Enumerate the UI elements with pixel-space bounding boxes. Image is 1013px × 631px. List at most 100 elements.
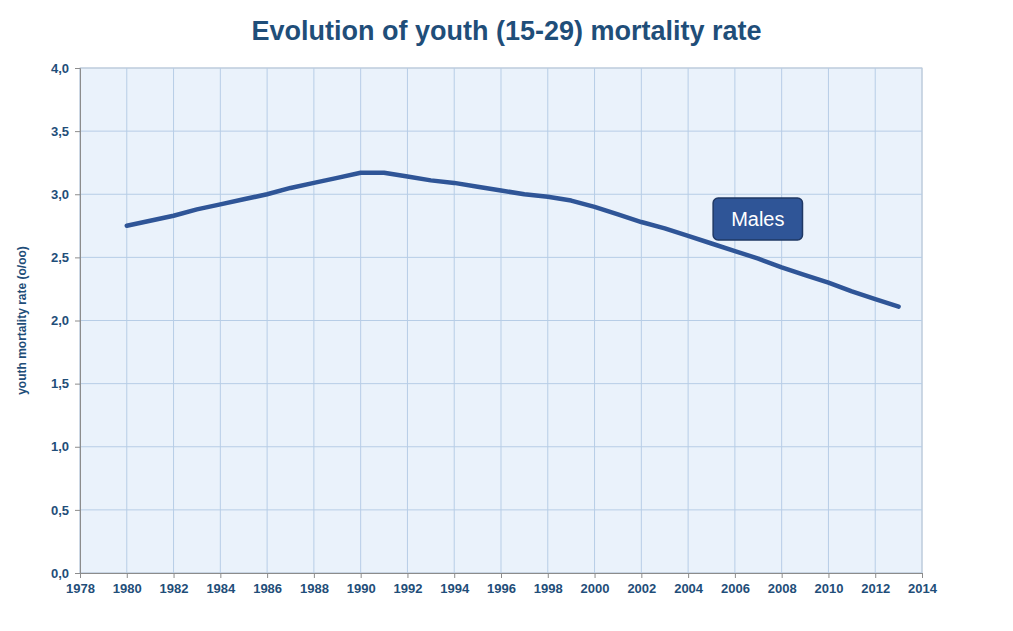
tick: 1,0 xyxy=(51,439,80,454)
tick-mark xyxy=(922,573,923,578)
grid-line xyxy=(781,68,782,573)
grid-line xyxy=(875,68,876,573)
tick-mark xyxy=(314,573,315,578)
grid-line xyxy=(454,68,455,573)
grid-line xyxy=(220,68,221,573)
tick-label: 1978 xyxy=(66,581,95,596)
grid-line xyxy=(407,68,408,573)
tick-label: 2010 xyxy=(814,581,843,596)
tick: 3,0 xyxy=(51,187,80,202)
tick-mark xyxy=(454,573,455,578)
tick-mark xyxy=(875,573,876,578)
tick: 1978 xyxy=(66,573,95,596)
tick-label: 2000 xyxy=(581,581,610,596)
tick-label: 1980 xyxy=(113,581,142,596)
tick-label: 1996 xyxy=(487,581,516,596)
tick-label: 1,5 xyxy=(51,376,69,391)
tick-mark xyxy=(641,573,642,578)
tick-label: 1994 xyxy=(440,581,470,596)
tick-mark xyxy=(361,573,362,578)
tick: 1986 xyxy=(253,573,282,596)
grid xyxy=(80,68,922,573)
tick: 2006 xyxy=(721,573,750,596)
tick-label: 3,0 xyxy=(51,187,69,202)
tick-label: 1988 xyxy=(300,581,329,596)
chart: Evolution of youth (15-29) mortality rat… xyxy=(0,0,1013,631)
tick-mark xyxy=(75,321,80,322)
tick-label: 2004 xyxy=(674,581,704,596)
tick: 3,5 xyxy=(51,124,80,139)
tick-label: 2008 xyxy=(768,581,797,596)
tick-label: 2012 xyxy=(861,581,890,596)
tick-mark xyxy=(548,573,549,578)
tick: 1980 xyxy=(113,573,142,596)
tick: 1996 xyxy=(487,573,516,596)
plot: 0,0 0,5 1,0 1,5 2,0 2,5 3,0 3,5 4,0 1978 1980 1982 1… xyxy=(51,61,938,597)
marks xyxy=(127,173,899,307)
tick-mark xyxy=(735,573,736,578)
tick-mark xyxy=(174,573,175,578)
grid-line xyxy=(828,68,829,573)
tick: 2004 xyxy=(674,573,704,596)
grid-line xyxy=(267,68,268,573)
grid-line xyxy=(126,68,127,573)
axis-line xyxy=(81,574,923,579)
tick-label: 1998 xyxy=(534,581,563,596)
grid-line xyxy=(313,68,314,573)
x-axis: 1978198019821984198619881990199219941996… xyxy=(66,573,938,596)
tick-mark xyxy=(80,573,81,578)
tick-mark xyxy=(75,510,80,511)
tick-mark xyxy=(75,384,80,385)
grid-line xyxy=(360,68,361,573)
tick-label: 1990 xyxy=(347,581,376,596)
tick-mark xyxy=(75,131,80,132)
grid-line xyxy=(501,68,502,573)
tick-mark xyxy=(828,573,829,578)
tick-label: 2,5 xyxy=(51,250,69,265)
series-label-box xyxy=(713,198,802,240)
tick: 2000 xyxy=(581,573,610,596)
tick: 2010 xyxy=(814,573,843,596)
tick-label: 4,0 xyxy=(51,61,69,76)
tick-label: 2002 xyxy=(627,581,656,596)
series-label: Males xyxy=(713,198,802,240)
series-label-text: Males xyxy=(731,208,784,230)
grid-line xyxy=(173,68,174,573)
tick-label: 1,0 xyxy=(51,439,69,454)
tick-mark xyxy=(75,257,80,258)
tick-mark xyxy=(75,68,80,69)
tick: 1990 xyxy=(347,573,376,596)
tick-mark xyxy=(688,573,689,578)
tick: 0,0 xyxy=(51,566,80,581)
tick-label: 1986 xyxy=(253,581,282,596)
tick: 2012 xyxy=(861,573,890,596)
tick-label: 2,0 xyxy=(51,313,69,328)
tick-mark xyxy=(267,573,268,578)
grid-line xyxy=(922,68,923,573)
tick: 2008 xyxy=(768,573,797,596)
axis-title: youth mortality rate (o/oo) xyxy=(15,246,29,395)
tick-mark xyxy=(127,573,128,578)
tick-mark xyxy=(595,573,596,578)
tick-mark xyxy=(75,194,80,195)
grid-line xyxy=(734,68,735,573)
tick: 1,5 xyxy=(51,376,80,391)
tick: 2,0 xyxy=(51,313,80,328)
tick-mark xyxy=(782,573,783,578)
grid-line xyxy=(688,68,689,573)
tick-label: 1992 xyxy=(393,581,422,596)
tick-label: 2006 xyxy=(721,581,750,596)
tick-label: 1982 xyxy=(160,581,189,596)
tick-mark xyxy=(75,447,80,448)
tick: 1992 xyxy=(393,573,422,596)
grid-line xyxy=(641,68,642,573)
title: Evolution of youth (15-29) mortality rat… xyxy=(251,16,761,46)
tick-mark xyxy=(220,573,221,578)
tick-mark xyxy=(75,573,80,574)
tick: 2,5 xyxy=(51,250,80,265)
tick: 2002 xyxy=(627,573,656,596)
tick-label: 0,5 xyxy=(51,503,69,518)
tick: 1988 xyxy=(300,573,329,596)
tick-mark xyxy=(407,573,408,578)
tick: 0,5 xyxy=(51,503,80,518)
